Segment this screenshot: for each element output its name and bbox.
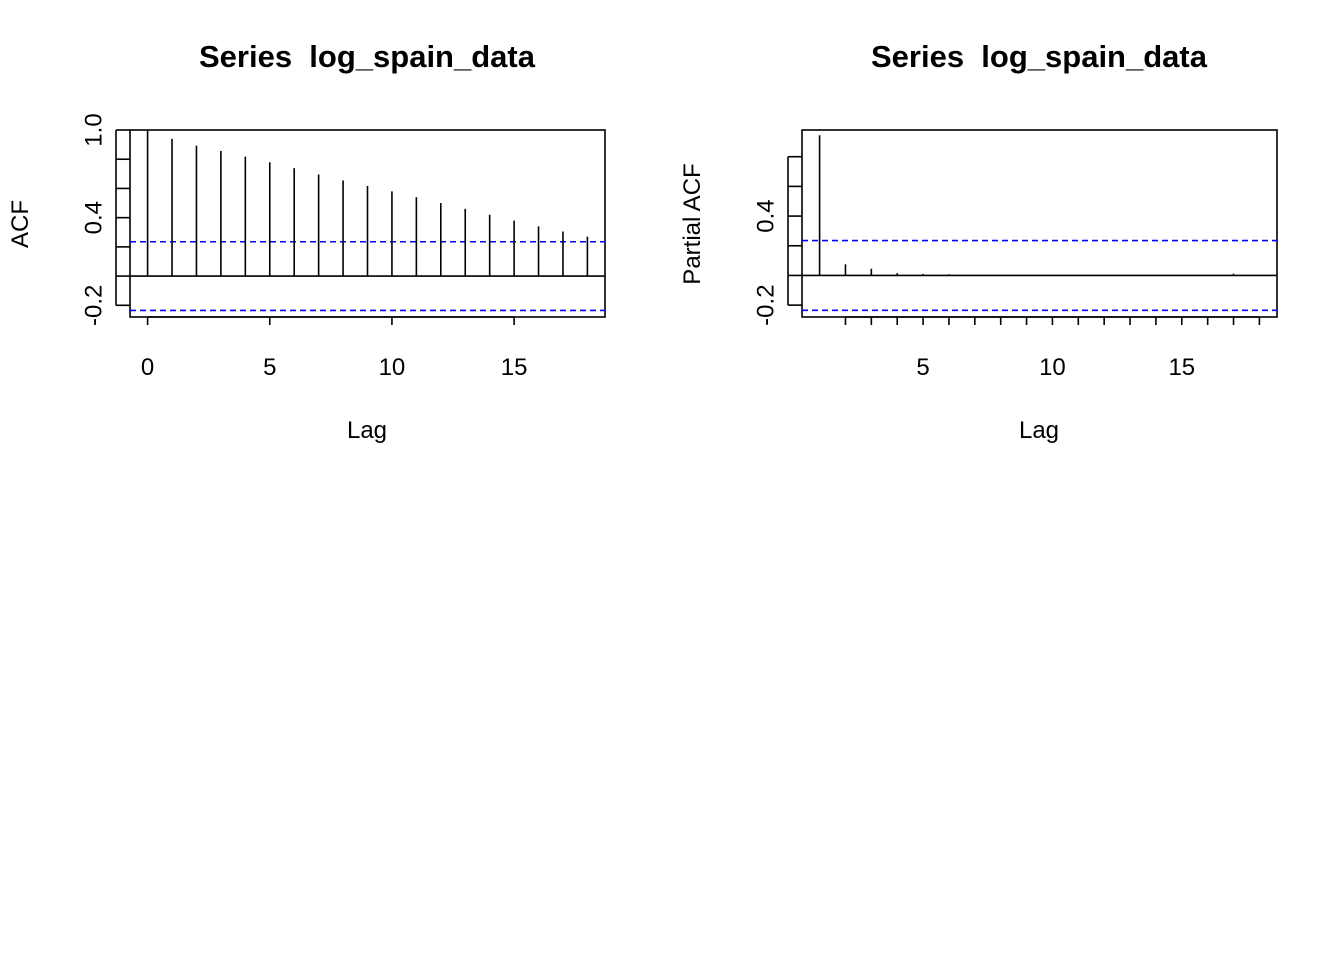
pacf-title: Series log_spain_data xyxy=(871,39,1208,74)
acf-x-tick-label: 15 xyxy=(501,354,528,381)
acf-y-tick-label: -0.2 xyxy=(81,285,108,326)
acf-y-tick-label: 0.4 xyxy=(81,201,108,234)
acf-title: Series log_spain_data xyxy=(199,39,536,74)
acf-marks: 0 5 10 15 -0.2 0.4 1.0 xyxy=(81,113,606,381)
pacf-x-tick-label: 10 xyxy=(1039,354,1066,381)
pacf-marks: 5 10 15 -0.2 0.4 xyxy=(753,129,1278,381)
acf-x-tick-label: 0 xyxy=(141,354,154,381)
pacf-y-axis-label: Partial ACF xyxy=(679,163,706,284)
pacf-y-tick-label: 0.4 xyxy=(753,199,780,232)
acf-x-tick-label: 10 xyxy=(379,354,406,381)
acf-y-axis-label: ACF xyxy=(7,200,34,248)
pacf-x-axis-label: Lag xyxy=(1019,417,1059,444)
acf-x-tick-label: 5 xyxy=(263,354,276,381)
pacf-x-tick-label: 15 xyxy=(1168,354,1195,381)
acf-panel: Series log_spain_data Lag ACF 0 5 10 15 -0.2… xyxy=(7,39,606,444)
acf-x-axis-label: Lag xyxy=(347,417,387,444)
pacf-x-tick-label: 5 xyxy=(916,354,929,381)
pacf-panel: Series log_spain_data Lag Partial ACF 5 1… xyxy=(679,39,1278,444)
pacf-y-tick-label: -0.2 xyxy=(753,284,780,325)
acf-y-tick-label: 1.0 xyxy=(81,113,108,146)
